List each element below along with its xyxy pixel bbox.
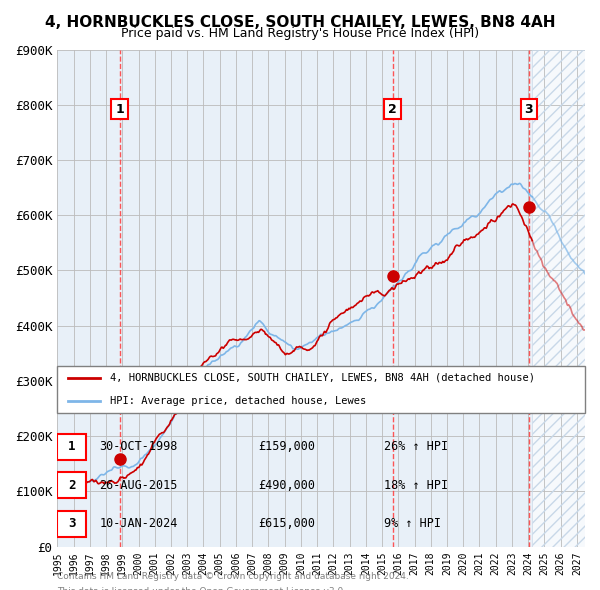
Text: £615,000: £615,000 xyxy=(258,517,315,530)
Text: 1: 1 xyxy=(115,103,124,116)
FancyBboxPatch shape xyxy=(58,510,86,536)
Text: HPI: Average price, detached house, Lewes: HPI: Average price, detached house, Lewe… xyxy=(110,396,367,406)
Text: 3: 3 xyxy=(524,103,533,116)
Bar xyxy=(532,50,585,547)
Text: 2: 2 xyxy=(68,478,76,491)
Text: 30-OCT-1998: 30-OCT-1998 xyxy=(100,440,178,453)
Text: Price paid vs. HM Land Registry's House Price Index (HPI): Price paid vs. HM Land Registry's House … xyxy=(121,27,479,40)
Text: 4, HORNBUCKLES CLOSE, SOUTH CHAILEY, LEWES, BN8 4AH (detached house): 4, HORNBUCKLES CLOSE, SOUTH CHAILEY, LEW… xyxy=(110,373,535,382)
Text: £159,000: £159,000 xyxy=(258,440,315,453)
Text: £490,000: £490,000 xyxy=(258,478,315,491)
Text: 26% ↑ HPI: 26% ↑ HPI xyxy=(385,440,449,453)
FancyBboxPatch shape xyxy=(58,434,86,460)
Text: 1: 1 xyxy=(68,440,76,453)
Text: Contains HM Land Registry data © Crown copyright and database right 2024.: Contains HM Land Registry data © Crown c… xyxy=(58,572,409,581)
Text: 2: 2 xyxy=(388,103,397,116)
Text: 26-AUG-2015: 26-AUG-2015 xyxy=(100,478,178,491)
FancyBboxPatch shape xyxy=(58,366,585,413)
Text: 9% ↑ HPI: 9% ↑ HPI xyxy=(385,517,442,530)
Text: 3: 3 xyxy=(68,517,76,530)
FancyBboxPatch shape xyxy=(58,472,86,498)
Text: This data is licensed under the Open Government Licence v3.0.: This data is licensed under the Open Gov… xyxy=(58,587,346,590)
Bar xyxy=(532,50,585,547)
Text: 18% ↑ HPI: 18% ↑ HPI xyxy=(385,478,449,491)
Text: 4, HORNBUCKLES CLOSE, SOUTH CHAILEY, LEWES, BN8 4AH: 4, HORNBUCKLES CLOSE, SOUTH CHAILEY, LEW… xyxy=(45,15,555,30)
Bar xyxy=(532,50,585,547)
Text: 10-JAN-2024: 10-JAN-2024 xyxy=(100,517,178,530)
